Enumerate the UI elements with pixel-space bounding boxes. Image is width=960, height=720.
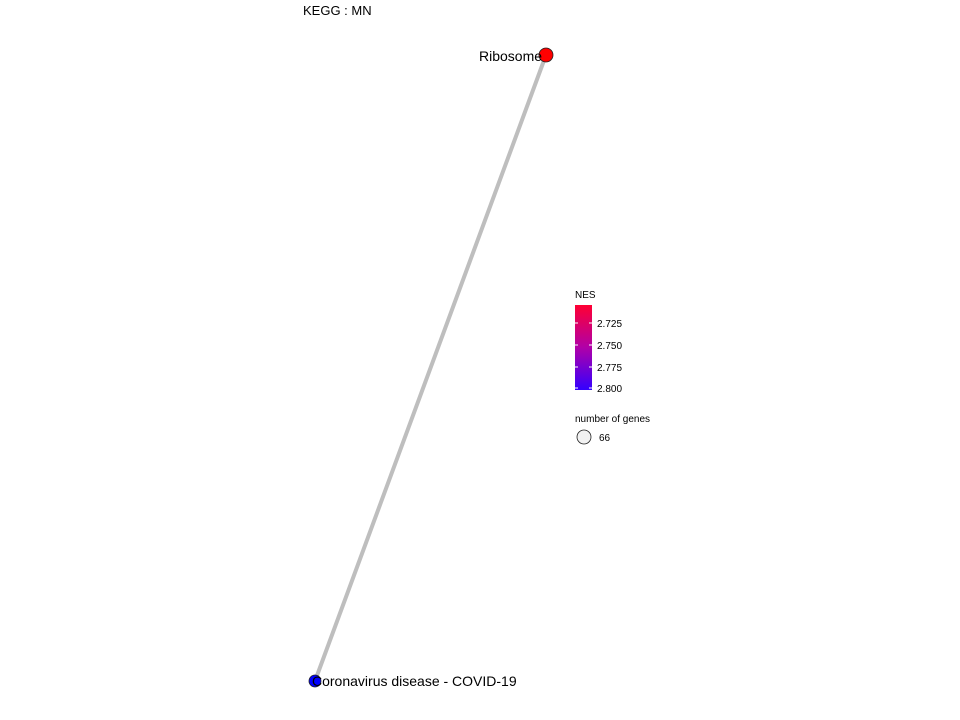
nes-tick-label: 2.775 — [597, 363, 622, 374]
node-covid[interactable] — [308, 674, 322, 688]
nes-legend-title: NES — [575, 290, 596, 301]
nes-legend: NES 2.725 2.750 2.775 2.800 — [575, 290, 622, 395]
nes-tick-label: 2.750 — [597, 341, 622, 352]
size-legend: number of genes 66 — [575, 414, 650, 445]
node-label-ribosome: Ribosome — [479, 48, 542, 64]
nes-colorbar — [575, 305, 592, 390]
nes-tick-label: 2.725 — [597, 319, 622, 330]
edge-ribosome-covid — [313, 53, 548, 683]
node-label-covid: Coronavirus disease - COVID-19 — [312, 673, 517, 689]
size-legend-value: 66 — [599, 433, 611, 444]
plot-title: KEGG : MN — [303, 3, 372, 18]
node-ribosome[interactable] — [538, 47, 554, 63]
size-legend-key — [576, 429, 592, 445]
size-legend-title: number of genes — [575, 414, 650, 425]
nes-tick-label: 2.800 — [597, 384, 622, 395]
